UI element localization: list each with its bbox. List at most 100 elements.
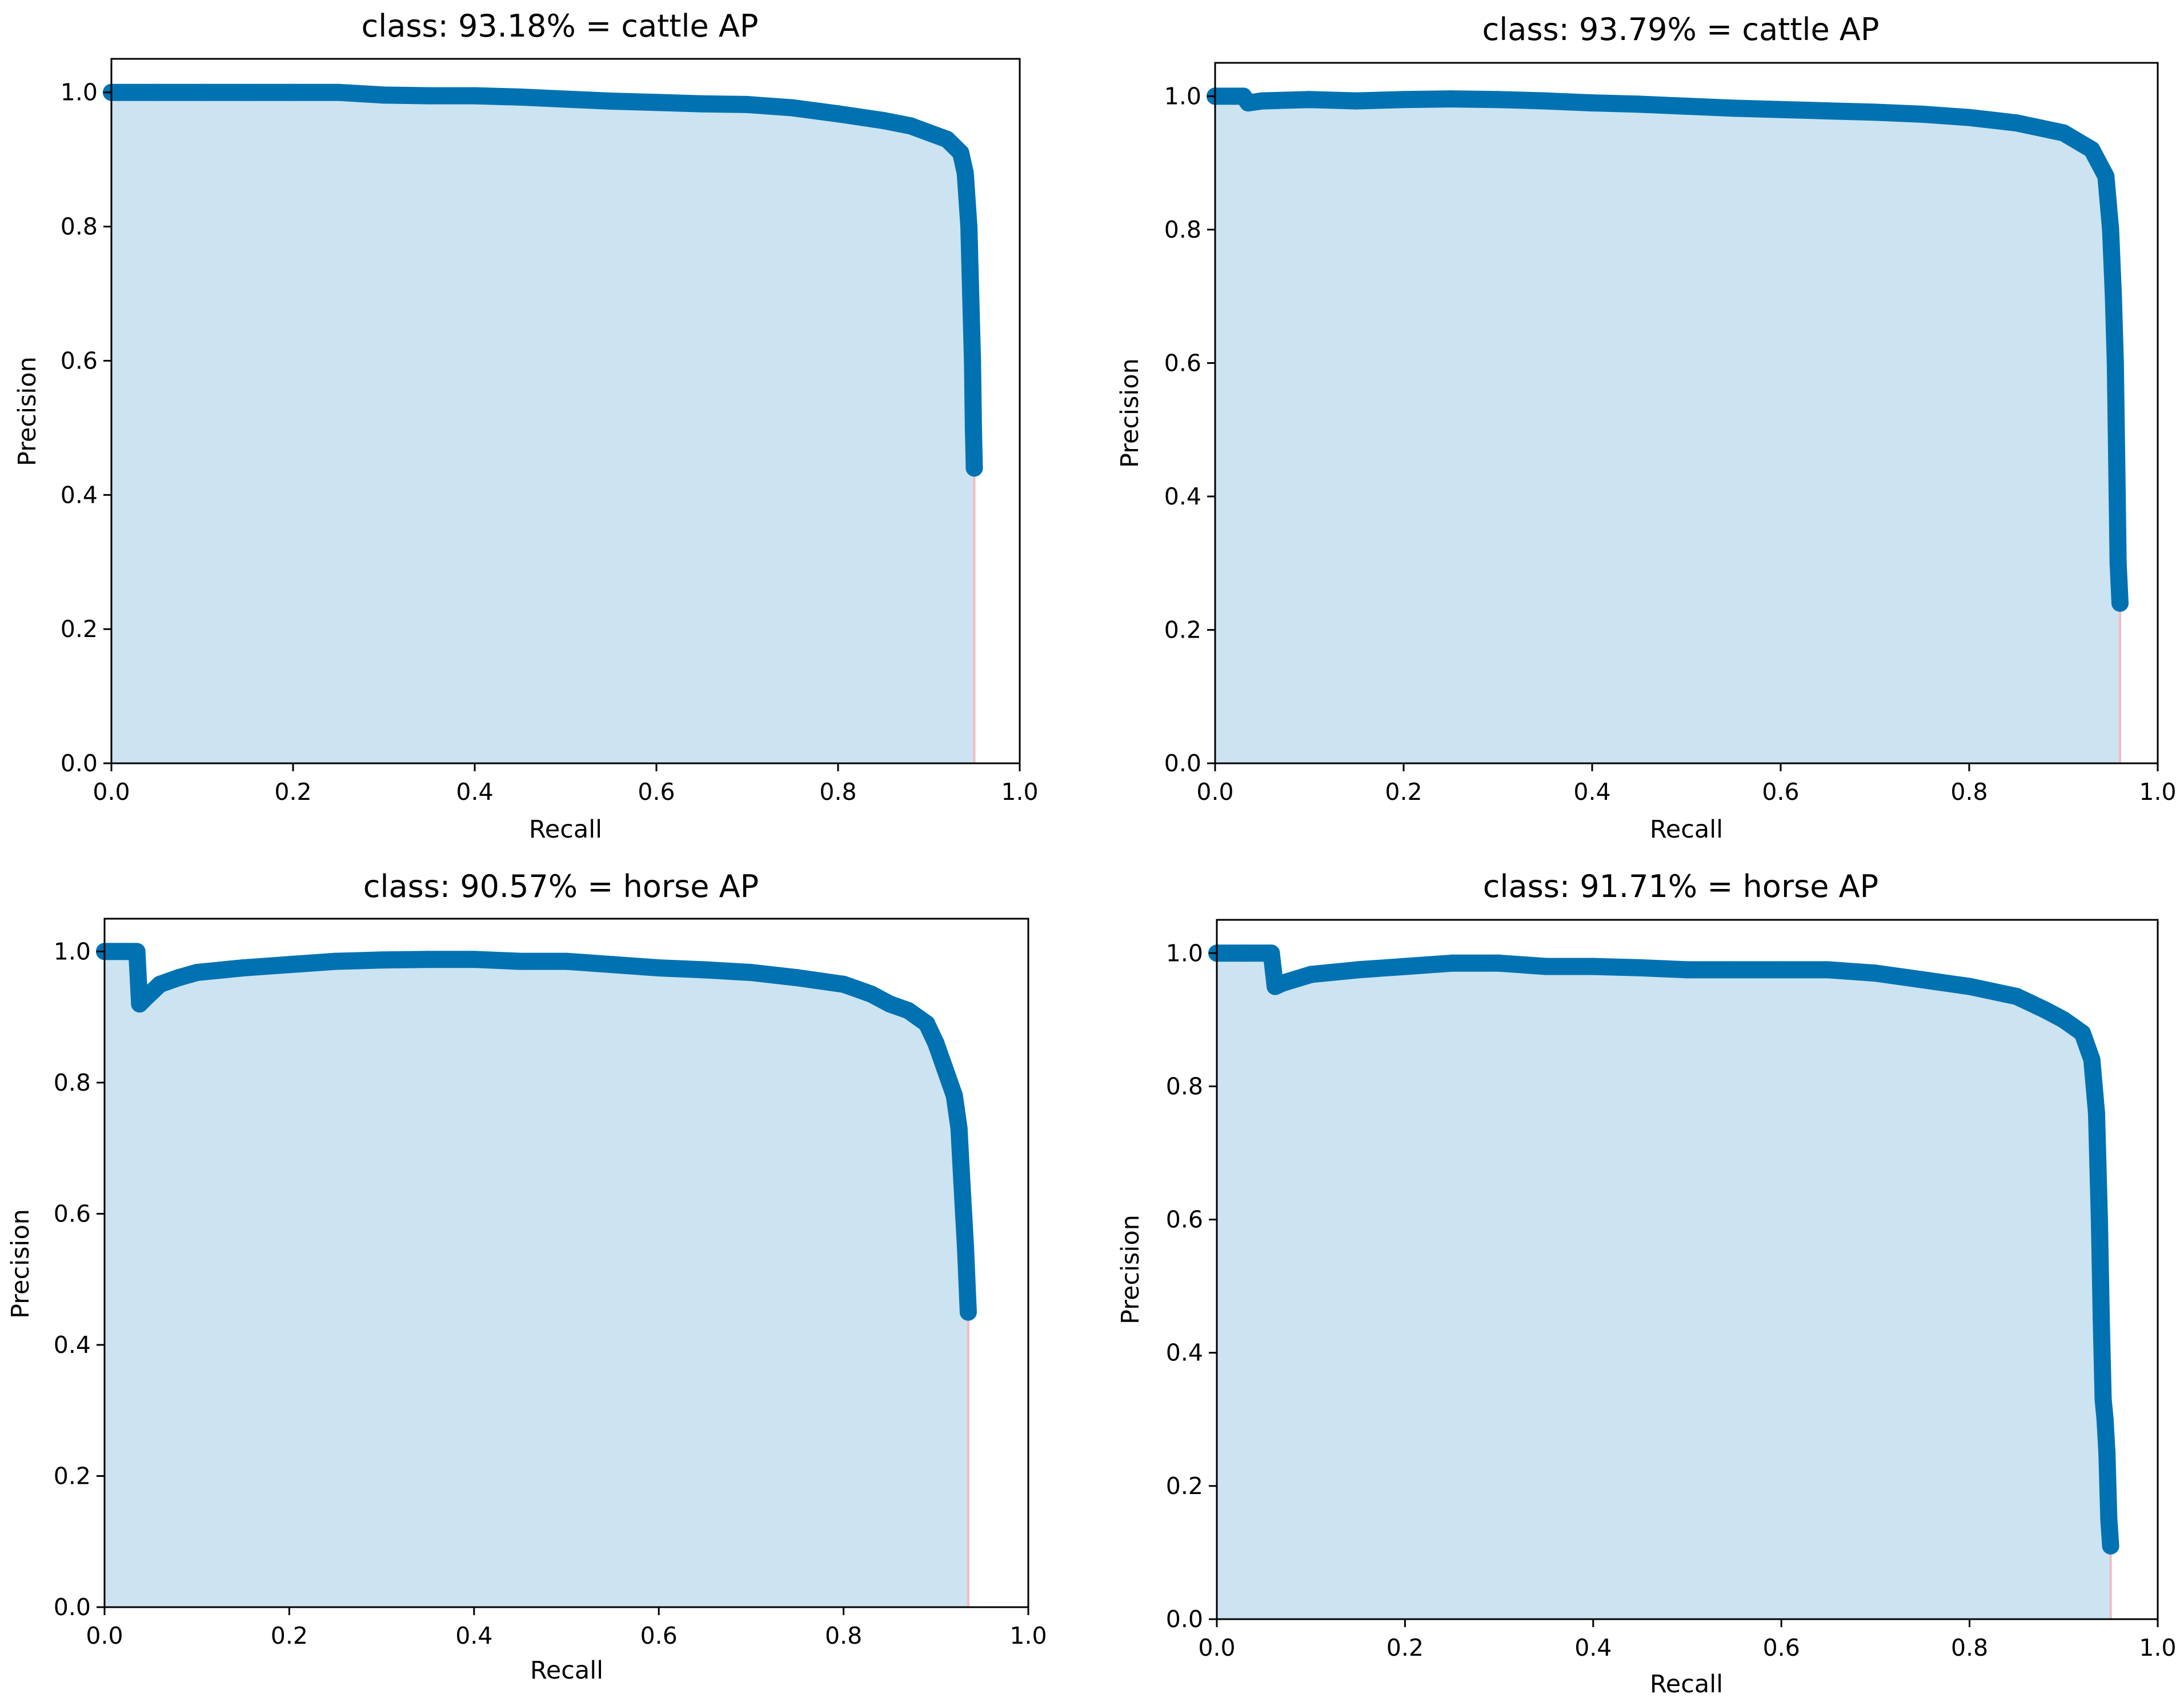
subplot-4-data-point (2102, 1537, 2119, 1555)
subplot-2-x-tick-label: 0.0 (1196, 778, 1233, 806)
subplot-3-data-point (881, 995, 899, 1013)
subplot-4-x-tick-label: 1.0 (2139, 1634, 2176, 1661)
subplot-1-data-point (875, 112, 892, 129)
subplot-1-axes-frame (110, 58, 1021, 764)
subplot-1-data-point (330, 83, 347, 101)
subplot-2-y-tick-label: 1.0 (1164, 82, 1201, 110)
subplot-4-data-point (2100, 1511, 2118, 1528)
subplot-4-y-tick-label: 0.6 (1166, 1206, 1203, 1234)
subplot-4-data-point (2074, 1024, 2091, 1042)
subplot-1-y-tick-label: 0.4 (61, 481, 98, 508)
subplot-4-y-tick-label: 0.2 (1166, 1472, 1203, 1500)
subplot-4-data-point (2087, 1104, 2105, 1122)
subplot-4-data-point (2055, 1011, 2073, 1028)
subplot-1-data-point (902, 117, 920, 135)
subplot-3-axes-frame (103, 918, 1029, 1608)
subplot-3-data-point (151, 975, 169, 993)
subplot-3-data-point (955, 1205, 972, 1223)
subplot-4-y-tick-label: 0.0 (1166, 1605, 1203, 1633)
subplot-3-data-point (835, 975, 852, 993)
subplot-1-y-tick-label: 1.0 (61, 79, 98, 106)
subplot-1-data-point (952, 144, 969, 162)
subplot-3-data-point (373, 951, 391, 969)
subplot-4-title: class: 91.71% = horse AP (1483, 868, 1878, 904)
subplot-1-x-tick-label: 0.8 (819, 778, 856, 806)
subplot-4-data-point (1349, 961, 1367, 979)
subplot-4-data-point (1914, 971, 1931, 988)
subplot-2-y-tick-label: 0.6 (1164, 349, 1201, 377)
subplot-3-data-point (558, 952, 575, 970)
subplot-4-data-point (1678, 961, 1696, 979)
subplot-4-x-tick-label: 0.8 (1951, 1634, 1988, 1661)
subplot-4-data-point (1443, 954, 1461, 972)
subplot-2-axes-frame (1214, 62, 2159, 764)
subplot-2-x-tick-label: 0.4 (1573, 778, 1610, 806)
subplot-3-y-tick-label: 0.4 (54, 1331, 91, 1359)
subplot-3-x-tick-label: 0.8 (825, 1622, 862, 1649)
subplot-3-x-tick-label: 1.0 (1009, 1622, 1047, 1649)
subplot-1-data-point (284, 83, 302, 101)
subplot-2-data-point (1961, 109, 1978, 126)
subplot-1-data-point (148, 83, 166, 101)
subplot-4-data-point (2036, 1001, 2054, 1019)
subplot-1-pr-curve (103, 83, 983, 477)
subplot-3-data-point (899, 1002, 917, 1019)
subplot-1-data-point (829, 105, 847, 123)
subplot-4-x-tick-label: 0.6 (1763, 1634, 1800, 1661)
subplot-3-data-point (945, 1087, 963, 1104)
subplot-2-data-point (1772, 101, 1789, 118)
subplot-2-x-axis-label: Recall (1650, 815, 1723, 844)
subplot-3-x-tick-label: 0.6 (640, 1622, 678, 1649)
subplot-1-y-tick-label: 0.6 (61, 347, 98, 374)
subplot-2-title: class: 93.79% = cattle AP (1482, 11, 1880, 47)
subplot-2-data-point (2109, 554, 2127, 572)
subplot-4-data-point (2007, 988, 2025, 1006)
subplot-1-x-tick-label: 0.6 (638, 778, 675, 806)
subplot-2-plot-area (1207, 87, 2129, 763)
subplot-3-data-point (953, 1172, 971, 1190)
subplot-1-data-point (739, 95, 756, 113)
subplot-3-data-point (234, 959, 252, 977)
subplot-1-data-point (784, 99, 802, 117)
subplot-2-data-point (1630, 95, 1648, 113)
subplot-3-plot-area (96, 943, 977, 1607)
subplot-2-data-point (1584, 94, 1601, 112)
subplot-4-data-point (2098, 1444, 2116, 1461)
subplot-1-data-point (920, 124, 937, 142)
subplot-3-data-point (788, 969, 806, 987)
subplot-2-data-point (1489, 91, 1506, 109)
subplot-1-y-tick-label: 0.2 (61, 615, 98, 643)
subplot-4-data-point (1584, 958, 1602, 975)
subplot-3-data-point (950, 1120, 968, 1138)
subplot-3-data-point (114, 943, 132, 960)
subplot-4-data-point (1396, 958, 1414, 975)
subplot-3-data-point (170, 969, 187, 987)
subplot-4: class: 91.71% = horse AP 0.0 0.2 0.4 0.6 0.8… (1116, 868, 2177, 1699)
subplot-2: class: 93.79% = cattle AP 0.0 0.2 0.4 0.6 0.… (1116, 11, 2177, 844)
subplot-2-data-point (1866, 103, 1884, 121)
subplot-4-data-point (2093, 1311, 2110, 1328)
subplot-2-data-point (2007, 114, 2025, 132)
subplot-3-data-point (650, 959, 668, 977)
subplot-3-data-point (327, 952, 344, 970)
subplot-1-data-point (964, 419, 982, 436)
subplot-3-title: class: 90.57% = horse AP (363, 868, 759, 904)
subplot-2-y-tick-label: 0.2 (1164, 616, 1201, 643)
subplot-1-data-point (194, 83, 211, 101)
subplot-2-data-point (2083, 141, 2101, 158)
subplot-2-data-point (2111, 594, 2129, 612)
subplot-1-data-point (239, 83, 257, 101)
subplot-2-data-point (2055, 124, 2072, 142)
subplot-3-data-point (604, 956, 622, 974)
subplot-1-y-tick-label: 0.0 (61, 750, 98, 777)
subplot-2-data-point (1536, 92, 1554, 110)
subplot-3-data-point (137, 988, 155, 1006)
subplot-1-data-point (375, 86, 392, 104)
subplot-4-data-point (1302, 966, 1320, 983)
subplot-2-data-point (1239, 94, 1257, 112)
subplot-2-x-tick-label: 0.2 (1385, 778, 1422, 806)
subplot-1-data-point (693, 95, 711, 113)
subplot-4-data-point (2094, 1391, 2112, 1408)
subplot-1-data-point (965, 459, 983, 477)
